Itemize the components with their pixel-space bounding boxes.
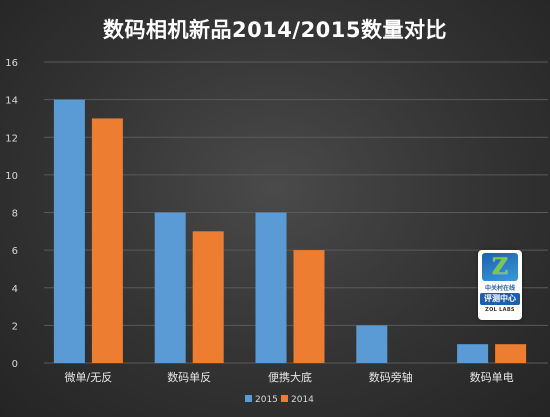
bar-2014 [495,344,527,363]
legend-swatch-2014 [281,395,288,402]
legend-swatch-2015 [245,395,252,402]
bar-2015 [154,212,186,363]
zol-logo-icon: Z [482,253,518,281]
x-tick-label: 便携大底 [268,370,312,384]
bar-2014 [91,118,123,363]
x-tick-label: 数码单反 [167,371,211,384]
y-tick-label: 2 [12,321,18,332]
bar-2014 [192,231,224,363]
badge-dept-name: 评测中心 [480,293,520,305]
y-tick-label: 14 [5,96,18,107]
y-tick-label: 10 [5,171,18,182]
chart-title: 数码相机新品2014/2015数量对比 [102,18,448,42]
zol-labs-badge: Z 中关村在线 评测中心 ZOL LABS [478,250,522,320]
bar-2015 [356,325,388,363]
bar-2015 [53,99,85,363]
y-tick-label: 16 [5,58,18,69]
badge-labs-name: ZOL LABS [485,307,515,313]
x-tick-label: 数码旁轴 [369,370,413,384]
x-tick-label: 数码单电 [470,371,514,384]
y-tick-label: 0 [12,359,18,370]
badge-site-name: 中关村在线 [484,285,515,292]
y-tick-label: 8 [12,209,18,220]
y-tick-label: 12 [5,133,18,144]
legend-label-2015: 2015 [255,395,278,405]
bar-2015 [255,212,287,363]
bar-2014 [293,250,325,363]
x-tick-label: 微单/无反 [65,370,113,384]
y-tick-label: 4 [12,284,18,295]
y-tick-label: 6 [12,246,18,257]
bar-2015 [457,344,489,363]
zol-logo-letter: Z [491,254,509,280]
legend-label-2014: 2014 [291,395,314,405]
